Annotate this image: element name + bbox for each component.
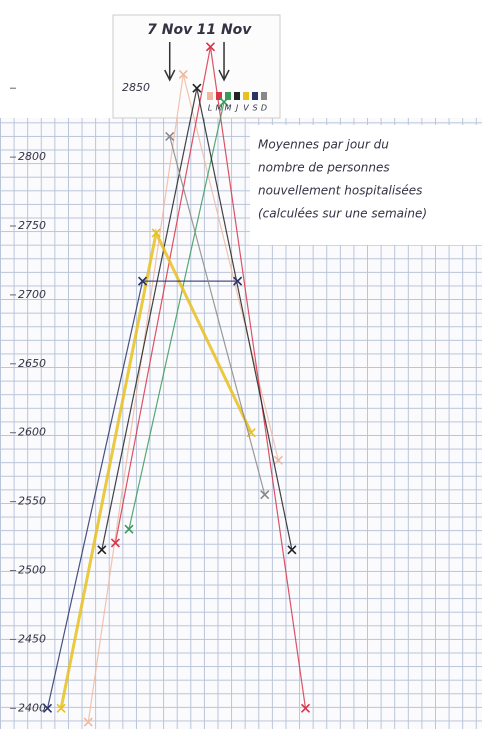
legend-swatch [225, 92, 231, 100]
point-marker [166, 132, 174, 140]
legend-label: V [243, 104, 249, 113]
legend-label: D [261, 104, 267, 113]
legend-label: M [225, 104, 232, 113]
point-marker [274, 456, 282, 464]
y-tick-label: 2450 [18, 632, 46, 645]
y-tick-label: 2650 [18, 357, 46, 370]
legend-swatch [234, 92, 240, 100]
legend-swatch [243, 92, 249, 100]
point-marker [125, 525, 133, 533]
y-tick-label: 2850 [122, 81, 150, 94]
y-tick-label: 2750 [18, 219, 46, 232]
note-line: Moyennes par jour du [258, 138, 389, 152]
y-tick-label: 2550 [18, 495, 46, 508]
y-tick-label: 2700 [18, 288, 46, 301]
note-line: (calculées sur une semaine) [258, 207, 427, 221]
y-tick-label: 2800 [18, 150, 46, 163]
annotation: 11 Nov [197, 22, 253, 38]
chart: 2400 2450 2500 2550 2600 2650 2700 2750 2800 2850… [0, 0, 482, 729]
note-line: nombre de personnes [258, 161, 390, 175]
y-tick-label: 2600 [18, 426, 46, 439]
legend-swatch [207, 92, 213, 100]
series-line [61, 233, 251, 708]
note-line: nouvellement hospitalisées [258, 184, 422, 198]
legend-swatch [261, 92, 267, 100]
point-marker [261, 491, 269, 499]
series-line [129, 102, 224, 529]
y-tick-label: 2500 [18, 564, 46, 577]
y-tick-label: 2400 [18, 701, 46, 714]
legend-swatch [252, 92, 258, 100]
graph-paper: 2400 2450 2500 2550 2600 2650 2700 2750 2800 2850… [0, 0, 482, 729]
annotation: 7 Nov [147, 22, 193, 38]
legend-label: S [252, 104, 257, 113]
legend-label: L [208, 104, 212, 113]
